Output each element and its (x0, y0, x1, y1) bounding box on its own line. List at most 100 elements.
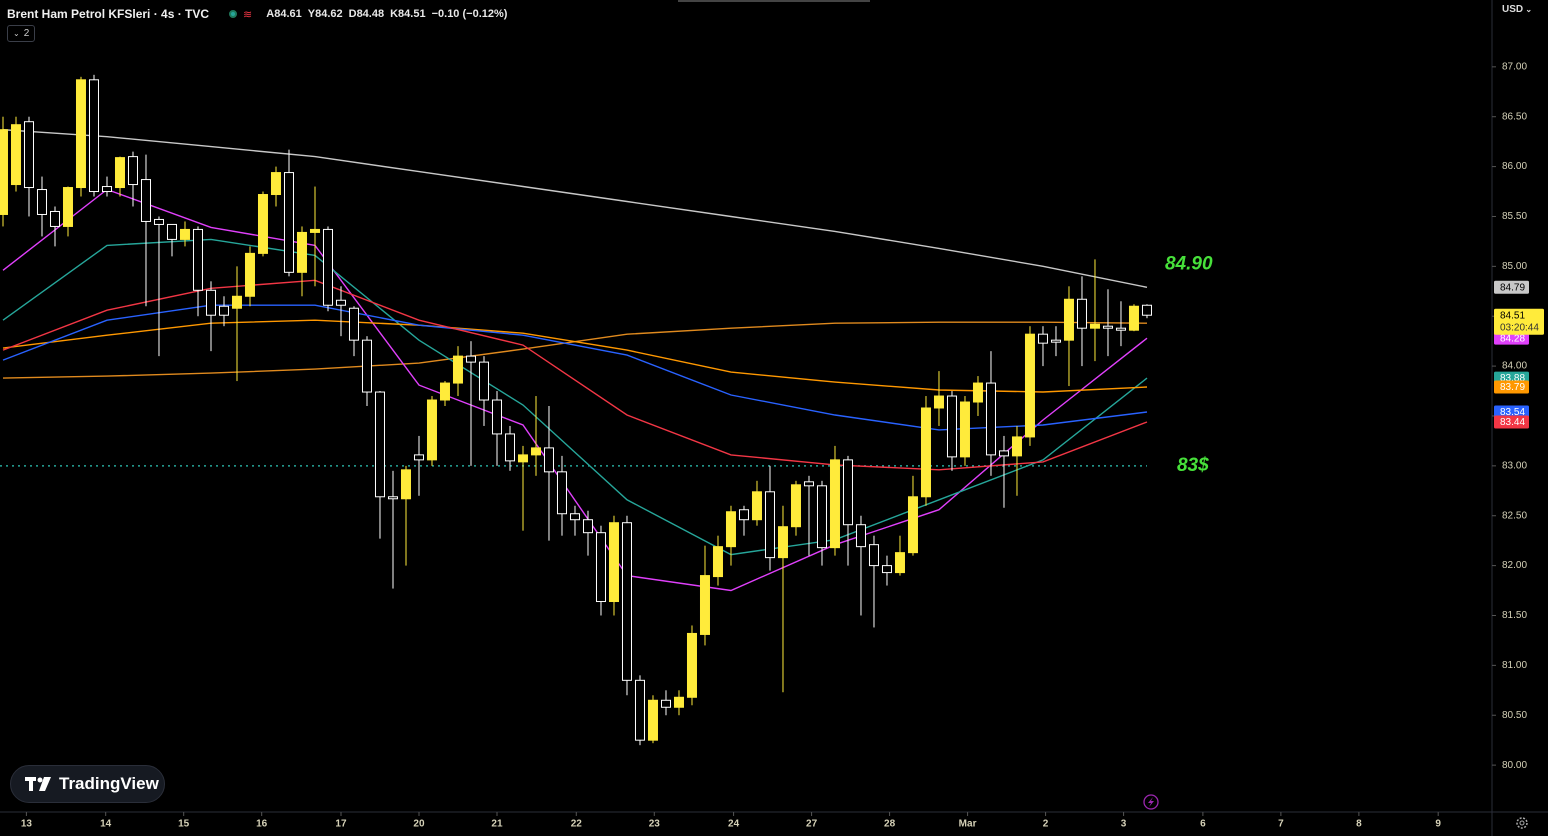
moving-average-line (2, 321, 1148, 379)
x-tick-label: 15 (178, 819, 190, 830)
ohlc-item: D84.48 (348, 8, 385, 20)
candle-body (777, 526, 788, 559)
candle-body (855, 524, 866, 548)
candle-body (868, 544, 879, 567)
y-tick-label: 86.00 (1502, 161, 1527, 172)
candle-body (322, 228, 333, 306)
candle-body (504, 433, 515, 462)
candle-body (1024, 333, 1035, 438)
candle-body (894, 552, 905, 574)
candle-body (439, 382, 450, 401)
candle-body (517, 454, 528, 463)
candle-body (387, 496, 398, 500)
candle-body (465, 355, 476, 363)
current-price: 84.51 (1500, 310, 1525, 321)
x-tick-label: 24 (728, 819, 740, 830)
y-tick-label: 82.00 (1502, 560, 1527, 571)
candle-body (842, 459, 853, 526)
price-label-box (1494, 280, 1529, 294)
moving-average-line (2, 188, 1148, 592)
price-label: 83.88 (1500, 373, 1525, 384)
candle-body (478, 361, 489, 401)
candle-body (985, 382, 996, 456)
candle-body (543, 447, 554, 473)
brand-mark (25, 777, 51, 791)
candle-body (127, 156, 138, 186)
brand-logo[interactable]: TradingView (10, 765, 165, 803)
candle-body (140, 179, 151, 222)
indicator-toggle[interactable]: ⌄ 2 (7, 25, 36, 42)
settings-icon[interactable] (1516, 817, 1528, 829)
candle-body (205, 289, 216, 316)
candle-body (1063, 298, 1074, 341)
candle-body (10, 124, 21, 186)
x-tick-label: 14 (100, 819, 112, 830)
candle-body (0, 129, 8, 215)
ohlc-item: Y84.62 (307, 8, 343, 20)
y-tick-label: 85.00 (1502, 261, 1527, 272)
candle-body (270, 172, 281, 196)
candle-body (647, 699, 658, 741)
candle-body (634, 679, 645, 741)
y-tick-label: 81.50 (1502, 610, 1527, 621)
y-tick-label: 82.50 (1502, 510, 1527, 521)
x-tick-label: 23 (649, 819, 661, 830)
price-label-box (1494, 331, 1529, 345)
candle-body (400, 469, 411, 500)
candle-body (751, 491, 762, 521)
candle-body (725, 511, 736, 548)
candle-body (764, 491, 775, 559)
moving-average-line (2, 129, 1148, 288)
candle-body (686, 632, 697, 698)
candle-body (374, 391, 385, 498)
level-label: 83$ (1177, 455, 1209, 476)
status-dot (229, 10, 238, 18)
candle-body (283, 172, 294, 273)
candle-body (1102, 325, 1113, 329)
candle-body (608, 522, 619, 603)
candle-body (231, 295, 242, 309)
candle-body (413, 454, 424, 461)
candle-body (972, 382, 983, 403)
candle-body (556, 471, 567, 515)
candle-body (1141, 304, 1152, 316)
candle-body (1128, 305, 1139, 331)
moving-average-line (2, 319, 1148, 393)
candle-body (257, 194, 268, 254)
y-tick-label: 87.00 (1502, 61, 1527, 72)
candle-body (946, 395, 957, 458)
moving-average-line (2, 279, 1148, 471)
candle-body (803, 481, 814, 487)
candle-body (1050, 339, 1061, 343)
x-tick-label: 13 (21, 819, 33, 830)
top-handle (678, 0, 870, 2)
candle-body (296, 231, 307, 273)
candle-body (75, 79, 86, 189)
currency-menu[interactable]: USD ⌄ (1502, 4, 1533, 15)
candle-body (36, 189, 47, 215)
candle-body (1076, 298, 1087, 329)
price-label: 83.54 (1500, 407, 1525, 418)
x-tick-label: 3 (1121, 819, 1127, 830)
x-tick-label: 21 (491, 819, 503, 830)
y-tick-label: 81.00 (1502, 660, 1527, 671)
x-tick-label: 27 (806, 819, 818, 830)
candle-body (88, 79, 99, 193)
candle-body (530, 447, 541, 456)
legend-header: Brent Ham Petrol KFSleri · 4s · TVC ≋ A8… (7, 6, 507, 22)
candle-body (1089, 323, 1100, 329)
y-tick-label: 85.50 (1502, 211, 1527, 222)
candle-body (1037, 333, 1048, 344)
candle-body (192, 228, 203, 291)
candle-body (309, 228, 320, 233)
candle-body (348, 307, 359, 341)
y-tick-label: 83.00 (1502, 460, 1527, 471)
replay-icon[interactable] (1143, 794, 1159, 810)
price-label: 83.79 (1500, 382, 1525, 393)
candle-body (699, 575, 710, 635)
candle-body (829, 459, 840, 549)
x-tick-label: 28 (884, 819, 896, 830)
candle-body (62, 187, 73, 227)
price-label: 84.28 (1500, 333, 1525, 344)
